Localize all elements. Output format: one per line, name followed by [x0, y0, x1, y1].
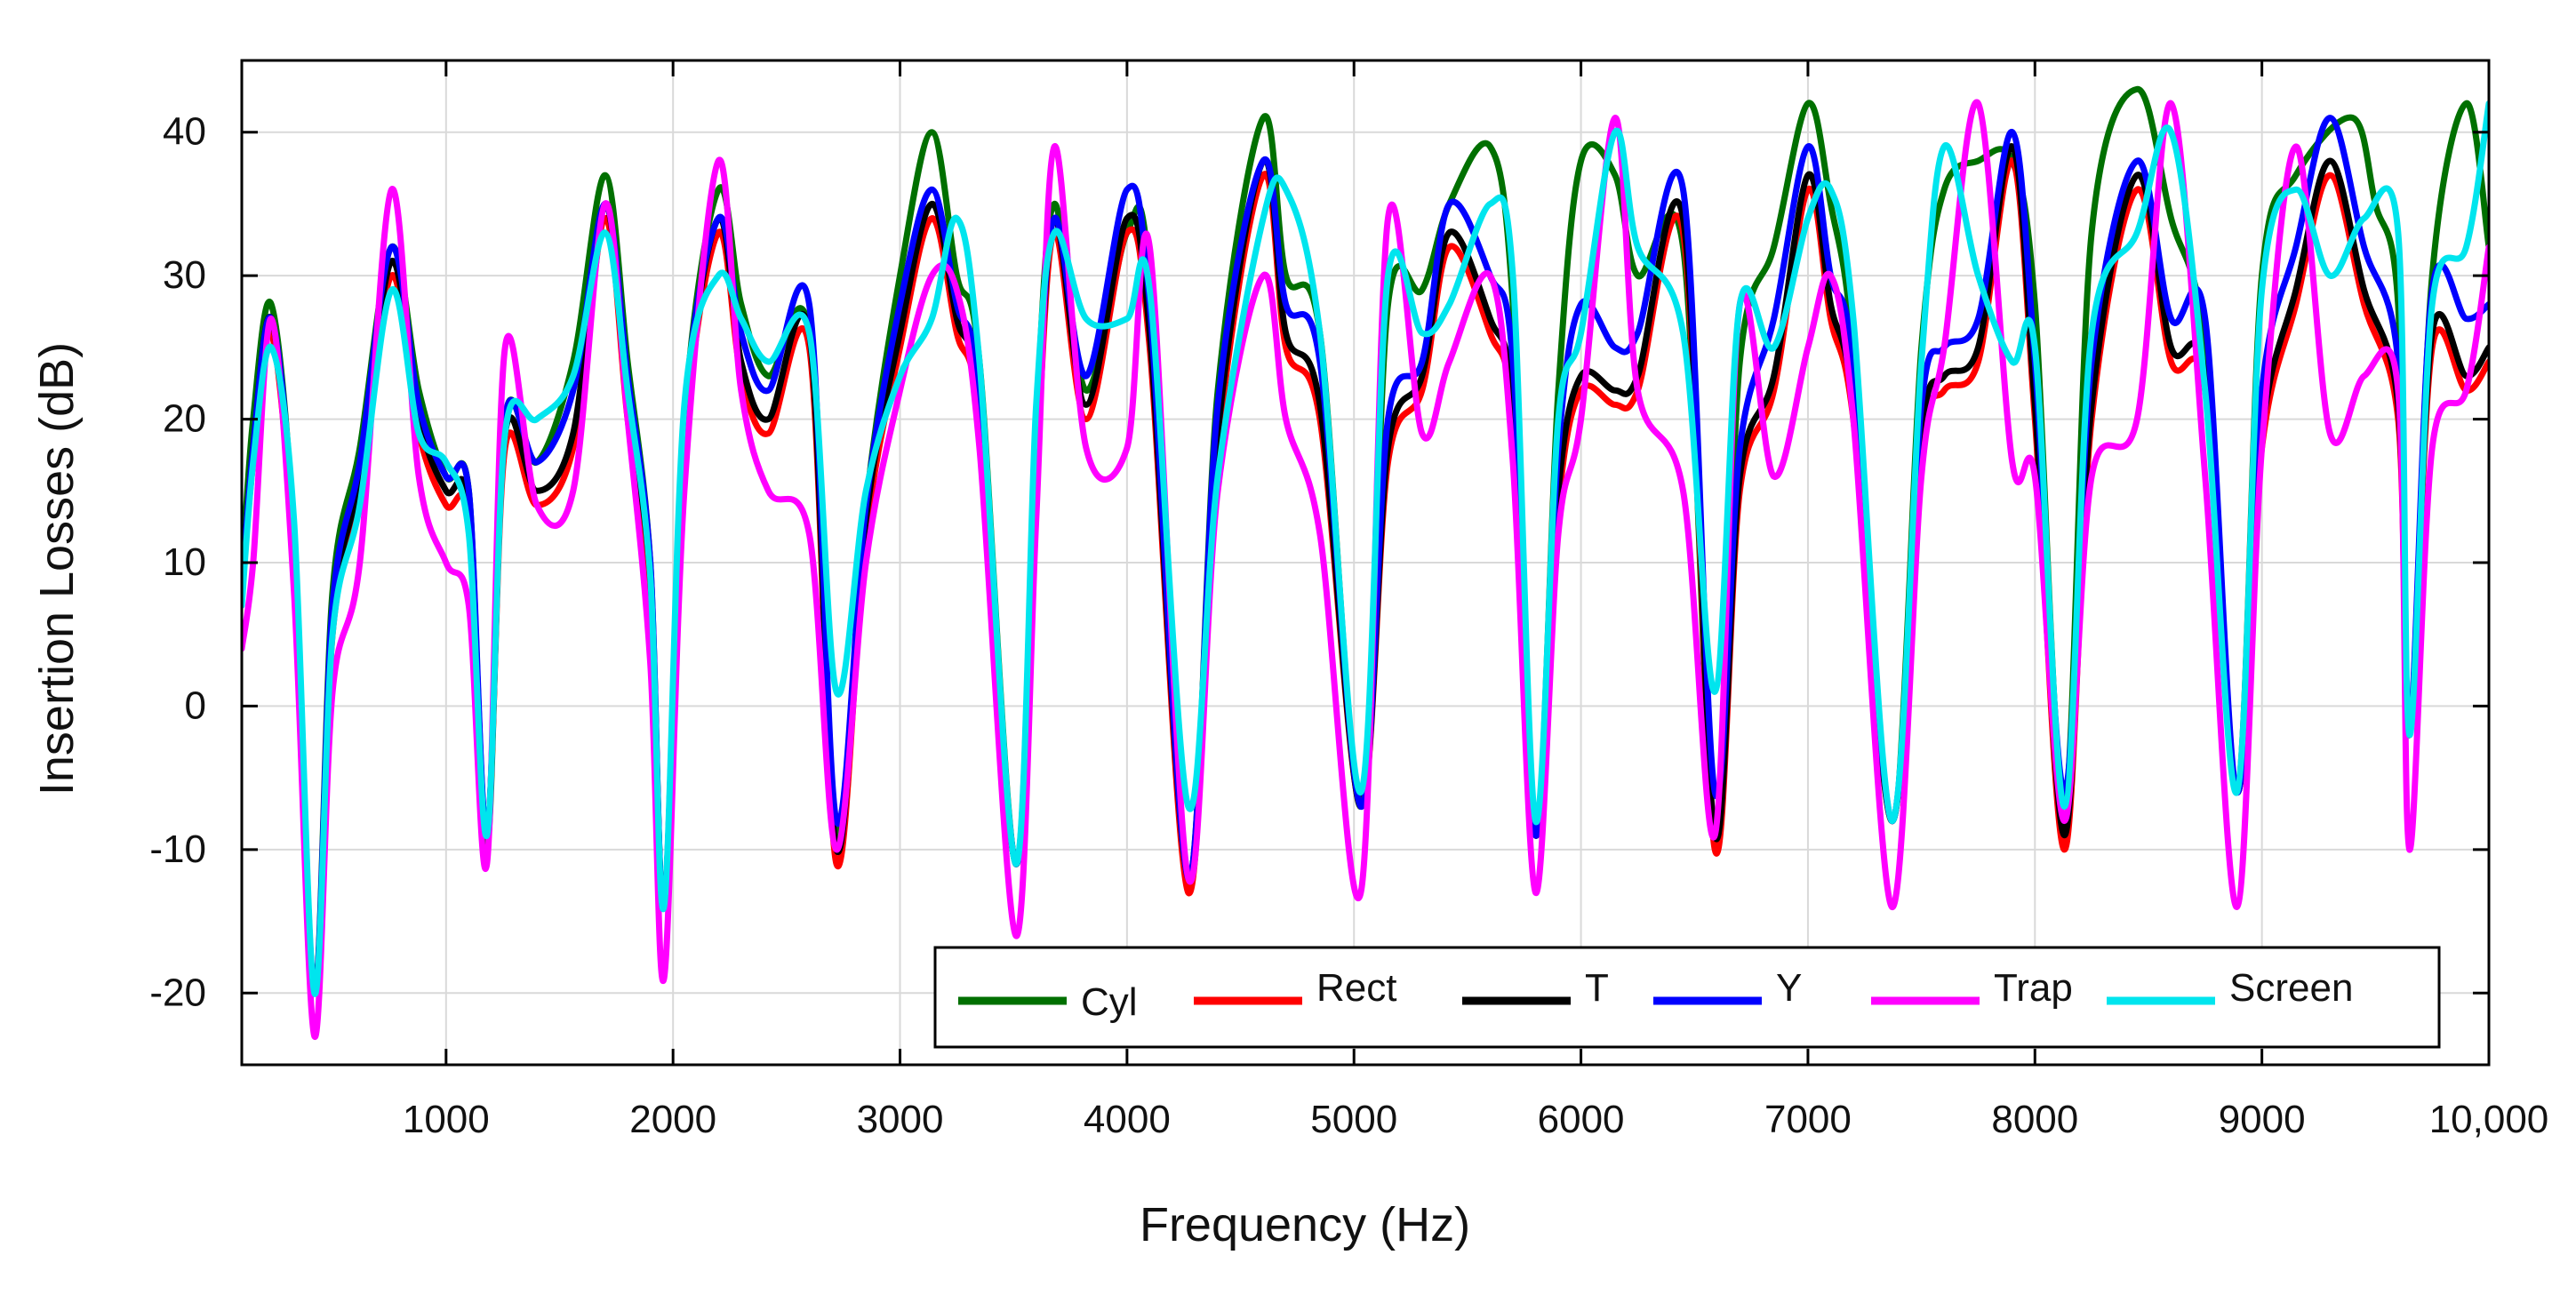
x-tick-label: 10,000 — [2429, 1098, 2549, 1141]
x-tick-label: 3000 — [857, 1098, 944, 1141]
y-tick-label: 10 — [163, 540, 206, 584]
series-layer — [242, 85, 2489, 1040]
axis-ticks — [242, 60, 2491, 1065]
x-axis-label: Frequency (Hz) — [1140, 1198, 1470, 1251]
tick-labels: 1000 2000 3000 4000 5000 6000 7000 8000 9000 10,0… — [149, 110, 2548, 1141]
legend-label-trap: Trap — [1994, 966, 2073, 1010]
series-line-trap — [242, 99, 2489, 1040]
x-tick-label: 4000 — [1084, 1098, 1171, 1141]
x-tick-label: 7000 — [1764, 1098, 1852, 1141]
y-tick-label: 0 — [185, 683, 206, 727]
y-tick-label: 20 — [163, 397, 206, 441]
y-tick-label: -20 — [149, 971, 206, 1014]
x-tick-label: 9000 — [2219, 1098, 2306, 1141]
x-tick-label: 2000 — [629, 1098, 716, 1141]
y-tick-label: 40 — [163, 110, 206, 154]
x-tick-label: 8000 — [1991, 1098, 2078, 1141]
x-tick-label: 5000 — [1310, 1098, 1397, 1141]
legend-label-t: T — [1585, 966, 1609, 1010]
legend-label-rect: Rect — [1316, 966, 1396, 1010]
y-tick-label: -10 — [149, 827, 206, 871]
series-line-screen — [242, 100, 2489, 997]
legend-label-screen: Screen — [2229, 966, 2353, 1010]
y-axis-label: Insertion Losses (dB) — [30, 342, 84, 795]
legend: Cyl Rect T Y Trap Screen — [933, 946, 2441, 1049]
legend-label-cyl: Cyl — [1081, 980, 1138, 1024]
legend-label-y: Y — [1776, 966, 1802, 1010]
y-tick-label: 30 — [163, 253, 206, 297]
x-tick-label: 1000 — [403, 1098, 490, 1141]
x-tick-label: 6000 — [1538, 1098, 1625, 1141]
